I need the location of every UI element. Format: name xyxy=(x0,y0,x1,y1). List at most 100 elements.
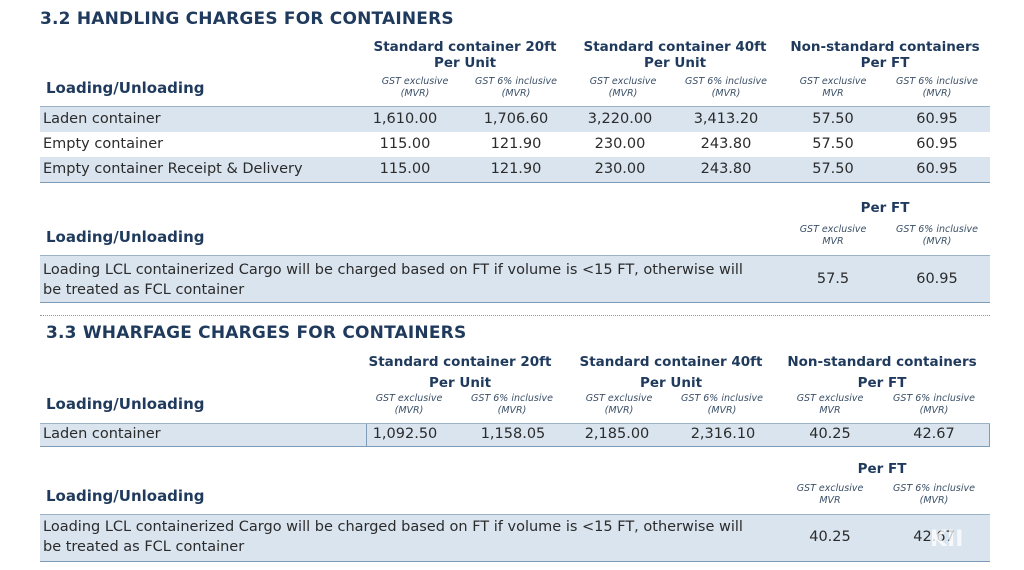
row-label: Empty container xyxy=(43,136,164,152)
sub-header-line1: GST exclusive xyxy=(796,393,864,404)
sub-header: GST 6% inclusive (MVR) xyxy=(676,76,776,100)
column-divider xyxy=(989,424,990,446)
table-cell: 243.80 xyxy=(700,136,752,152)
sub-header-line1: GST 6% inclusive xyxy=(893,393,975,404)
table-row-band xyxy=(40,132,990,157)
sub-header-line2: MVR xyxy=(819,405,841,416)
sub-header-line2: (MVR) xyxy=(497,405,527,416)
section-3-2-title: 3.2 HANDLING CHARGES FOR CONTAINERS xyxy=(40,9,454,29)
sub-header-line1: GST 6% inclusive xyxy=(896,224,978,235)
sub-header: GST exclusive (MVR) xyxy=(574,393,664,417)
group-header-20ft: Standard container 20ft Per Unit xyxy=(365,39,565,71)
sub-header-line1: GST exclusive xyxy=(585,393,653,404)
row-group-label: Loading/Unloading xyxy=(46,487,205,505)
sub-header-line2: MVR xyxy=(822,236,844,247)
table-cell: 2,185.00 xyxy=(584,426,650,442)
divider xyxy=(40,182,990,183)
table-cell: 57.50 xyxy=(812,161,854,177)
sub-header-line1: GST exclusive xyxy=(799,224,867,235)
table-cell: 230.00 xyxy=(594,136,646,152)
row-group-label: Loading/Unloading xyxy=(46,79,205,97)
sub-header: GST 6% inclusive (MVR) xyxy=(462,393,562,417)
table-cell: 3,413.20 xyxy=(693,111,759,127)
divider xyxy=(40,106,990,107)
sub-header-line1: GST 6% inclusive xyxy=(893,483,975,494)
sub-header-line2: (MVR) xyxy=(922,236,952,247)
table-row-band xyxy=(40,515,990,561)
group-header-nonstandard: Non-standard containers Per FT xyxy=(782,352,982,394)
column-divider xyxy=(366,424,367,446)
divider xyxy=(40,302,990,303)
sub-header-line1: GST 6% inclusive xyxy=(475,76,557,87)
sub-header: GST exclusive (MVR) xyxy=(578,76,668,100)
table-cell: 60.95 xyxy=(916,111,958,127)
sub-header-line1: GST exclusive xyxy=(799,76,867,87)
table-cell: 121.90 xyxy=(490,161,542,177)
group-header-20ft: Standard container 20ft Per Unit xyxy=(360,352,560,394)
sub-header-line1: GST exclusive xyxy=(381,76,449,87)
lcl-group-header: Per FT xyxy=(860,200,910,216)
divider xyxy=(40,446,990,447)
table-row-band xyxy=(40,157,990,182)
sub-header-line2: MVR xyxy=(822,88,844,99)
group-header-line1: Standard container 20ft xyxy=(368,354,552,370)
lcl-text-line2: be treated as FCL container xyxy=(43,282,245,298)
table-cell: 1,158.05 xyxy=(480,426,546,442)
sub-header-line2: (MVR) xyxy=(394,405,424,416)
table-cell: 42.67 xyxy=(913,426,955,442)
table-cell: 3,220.00 xyxy=(587,111,653,127)
lcl-text-line1: Loading LCL containerized Cargo will be … xyxy=(43,519,743,535)
sub-header-line2: (MVR) xyxy=(400,88,430,99)
divider xyxy=(40,514,990,515)
group-header-line2: Per Unit xyxy=(639,375,703,391)
table-cell: 1,610.00 xyxy=(372,111,438,127)
sub-header-line1: GST 6% inclusive xyxy=(471,393,553,404)
sub-header: GST 6% inclusive (MVR) xyxy=(672,393,772,417)
section-3-3-title: 3.3 WHARFAGE CHARGES FOR CONTAINERS xyxy=(46,323,467,343)
sub-header-line1: GST 6% inclusive xyxy=(896,76,978,87)
table-row-band xyxy=(40,107,990,132)
table-cell: 42.67 xyxy=(913,529,955,545)
table-row-band xyxy=(40,256,990,302)
group-header-line2: Per Unit xyxy=(433,55,497,71)
sub-header-line2: (MVR) xyxy=(919,495,949,506)
divider xyxy=(40,423,990,424)
table-cell: 60.95 xyxy=(916,161,958,177)
sub-header: GST exclusive MVR xyxy=(785,393,875,417)
table-cell: 57.5 xyxy=(816,271,850,287)
sub-header-line2: (MVR) xyxy=(922,88,952,99)
sub-header-line2: MVR xyxy=(819,495,841,506)
table-cell: 40.25 xyxy=(809,529,851,545)
row-label: Laden container xyxy=(43,426,161,442)
group-header-40ft: Standard container 40ft Per Unit xyxy=(575,39,775,71)
sub-header: GST 6% inclusive (MVR) xyxy=(466,76,566,100)
group-header-line1: Standard container 40ft xyxy=(583,39,767,55)
group-header-line1: Standard container 20ft xyxy=(373,39,557,55)
sub-header-line2: (MVR) xyxy=(919,405,949,416)
sub-header: GST 6% inclusive (MVR) xyxy=(887,76,987,100)
sub-header: GST exclusive (MVR) xyxy=(364,393,454,417)
sub-header: GST exclusive MVR xyxy=(785,483,875,507)
group-header-line2: Per Unit xyxy=(643,55,707,71)
sub-header-line1: GST 6% inclusive xyxy=(681,393,763,404)
lcl-text-line1: Loading LCL containerized Cargo will be … xyxy=(43,262,743,278)
group-header-40ft: Standard container 40ft Per Unit xyxy=(571,352,771,394)
sub-header-line1: GST 6% inclusive xyxy=(685,76,767,87)
row-group-label: Loading/Unloading xyxy=(46,395,205,413)
table-cell: 60.95 xyxy=(916,271,958,287)
table-cell: 230.00 xyxy=(594,161,646,177)
row-group-label: Loading/Unloading xyxy=(46,228,205,246)
table-cell: 57.50 xyxy=(812,111,854,127)
group-header-nonstandard: Non-standard containers Per FT xyxy=(785,39,985,71)
group-header-line1: Non-standard containers xyxy=(790,39,980,55)
group-header-line1: Standard container 40ft xyxy=(579,354,763,370)
sub-header-line1: GST exclusive xyxy=(375,393,443,404)
sub-header: GST 6% inclusive (MVR) xyxy=(887,224,987,248)
divider xyxy=(40,255,990,256)
sub-header-line2: (MVR) xyxy=(707,405,737,416)
sub-header: GST exclusive (MVR) xyxy=(370,76,460,100)
table-row-band xyxy=(40,424,990,446)
sub-header-line2: (MVR) xyxy=(711,88,741,99)
table-cell: 121.90 xyxy=(490,136,542,152)
sub-header-line1: GST exclusive xyxy=(589,76,657,87)
